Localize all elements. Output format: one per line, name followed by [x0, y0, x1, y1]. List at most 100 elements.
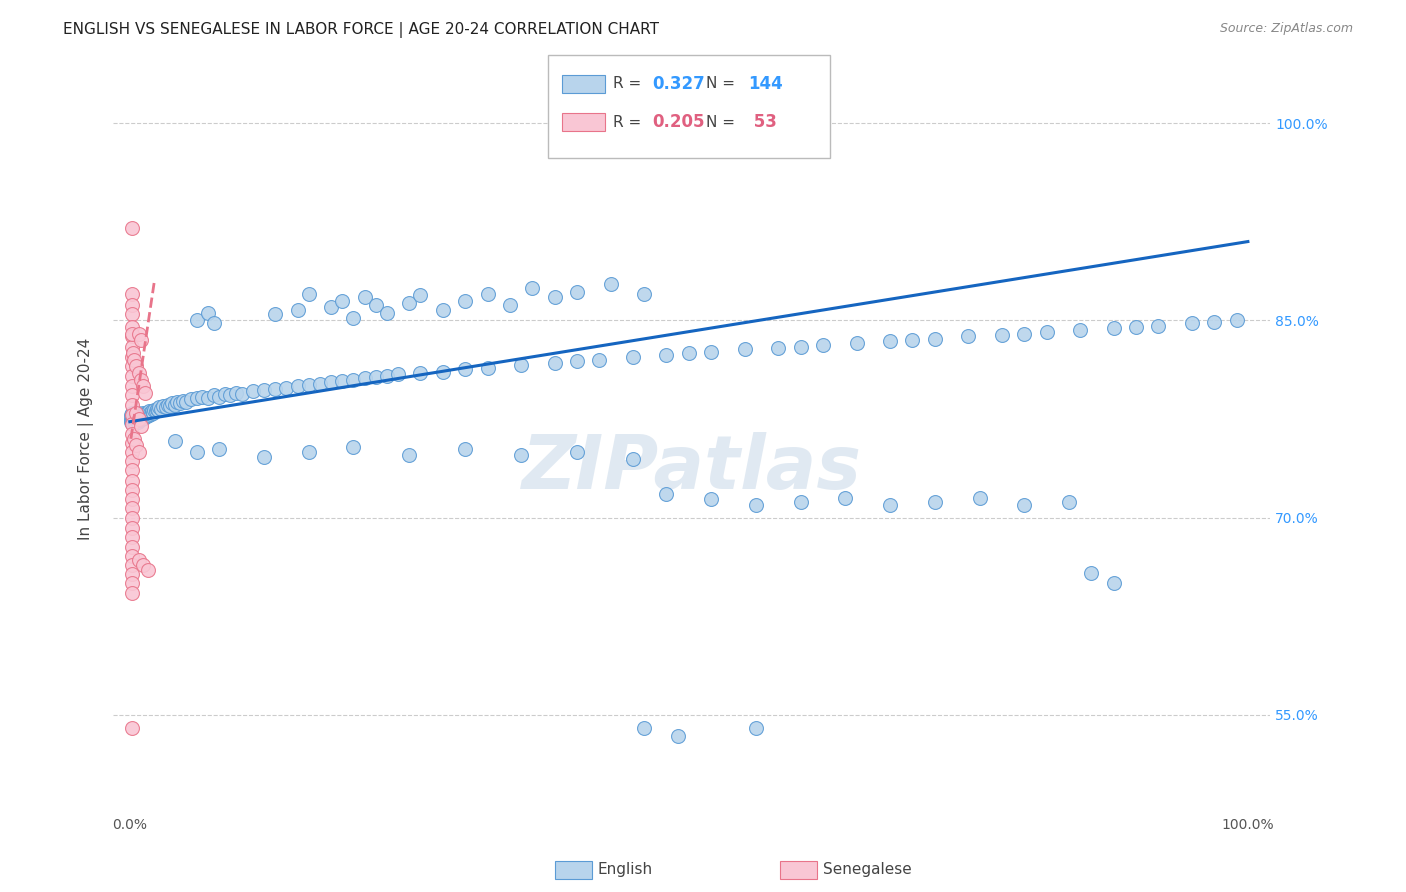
- Point: [121, 483, 143, 497]
- Point: [121, 454, 143, 468]
- Point: [121, 721, 143, 735]
- Text: 0.205: 0.205: [652, 113, 704, 131]
- Point: [135, 409, 157, 424]
- Point: [287, 302, 309, 317]
- Point: [124, 416, 146, 430]
- Point: [264, 382, 287, 396]
- Point: [122, 352, 145, 367]
- Point: [121, 567, 143, 582]
- Point: [214, 387, 236, 401]
- Point: [666, 729, 689, 743]
- Point: [789, 495, 811, 509]
- Point: [124, 407, 146, 421]
- Point: [121, 463, 143, 477]
- Point: [121, 435, 143, 450]
- Point: [375, 368, 398, 383]
- Point: [121, 320, 143, 334]
- Point: [319, 376, 342, 390]
- Text: 144: 144: [748, 75, 783, 93]
- Point: [135, 405, 157, 419]
- Point: [128, 366, 150, 380]
- Point: [121, 417, 143, 432]
- Point: [197, 305, 219, 319]
- Point: [121, 410, 143, 425]
- Point: [156, 398, 179, 412]
- Text: R =: R =: [613, 115, 647, 129]
- Point: [1204, 315, 1226, 329]
- Text: ENGLISH VS SENEGALESE IN LABOR FORCE | AGE 20-24 CORRELATION CHART: ENGLISH VS SENEGALESE IN LABOR FORCE | A…: [63, 22, 659, 38]
- Point: [202, 316, 225, 330]
- Point: [1102, 321, 1125, 335]
- Point: [121, 492, 143, 507]
- Point: [121, 585, 143, 599]
- Point: [432, 365, 454, 379]
- Point: [139, 405, 162, 419]
- Point: [477, 287, 499, 301]
- Point: [1102, 576, 1125, 591]
- Point: [432, 302, 454, 317]
- Point: [122, 405, 145, 419]
- Point: [166, 395, 188, 409]
- Point: [127, 410, 149, 425]
- Point: [633, 721, 655, 735]
- Point: [129, 333, 152, 347]
- Point: [152, 399, 174, 413]
- Point: [121, 510, 143, 524]
- Point: [136, 407, 159, 421]
- Text: N =: N =: [706, 115, 740, 129]
- Point: [700, 345, 723, 359]
- Point: [121, 388, 143, 402]
- Point: [264, 307, 287, 321]
- Point: [121, 368, 143, 383]
- Text: N =: N =: [706, 77, 740, 91]
- Point: [186, 313, 208, 327]
- Point: [1035, 326, 1057, 340]
- Point: [134, 385, 156, 400]
- Point: [477, 360, 499, 375]
- Text: English: English: [598, 863, 652, 877]
- Point: [276, 380, 298, 394]
- Point: [789, 340, 811, 354]
- Point: [129, 410, 152, 425]
- Point: [134, 407, 156, 421]
- Point: [745, 721, 768, 735]
- Point: [655, 487, 678, 501]
- Point: [131, 408, 153, 422]
- Point: [142, 405, 165, 419]
- Point: [128, 445, 150, 459]
- Point: [208, 390, 231, 404]
- Text: 53: 53: [748, 113, 778, 131]
- Point: [298, 287, 321, 301]
- Point: [1080, 566, 1102, 580]
- Point: [121, 298, 143, 312]
- Point: [387, 368, 409, 382]
- Point: [132, 405, 155, 419]
- Point: [1181, 316, 1204, 330]
- Point: [364, 298, 387, 312]
- Point: [132, 379, 155, 393]
- Point: [121, 379, 143, 393]
- Point: [122, 408, 145, 422]
- Point: [409, 288, 432, 302]
- Point: [454, 362, 477, 376]
- Point: [128, 326, 150, 341]
- Point: [174, 395, 197, 409]
- Point: [298, 377, 321, 392]
- Point: [121, 287, 143, 301]
- Point: [242, 384, 264, 399]
- Point: [811, 338, 834, 352]
- Point: [633, 287, 655, 301]
- Point: [543, 355, 565, 369]
- Point: [734, 343, 756, 357]
- Point: [127, 415, 149, 429]
- Point: [121, 540, 143, 554]
- Point: [208, 442, 231, 457]
- Point: [121, 351, 143, 365]
- Point: [138, 404, 160, 418]
- Point: [924, 495, 946, 509]
- Point: [991, 327, 1014, 342]
- Point: [121, 398, 143, 412]
- Point: [845, 335, 868, 350]
- Point: [225, 385, 247, 400]
- Point: [145, 404, 167, 418]
